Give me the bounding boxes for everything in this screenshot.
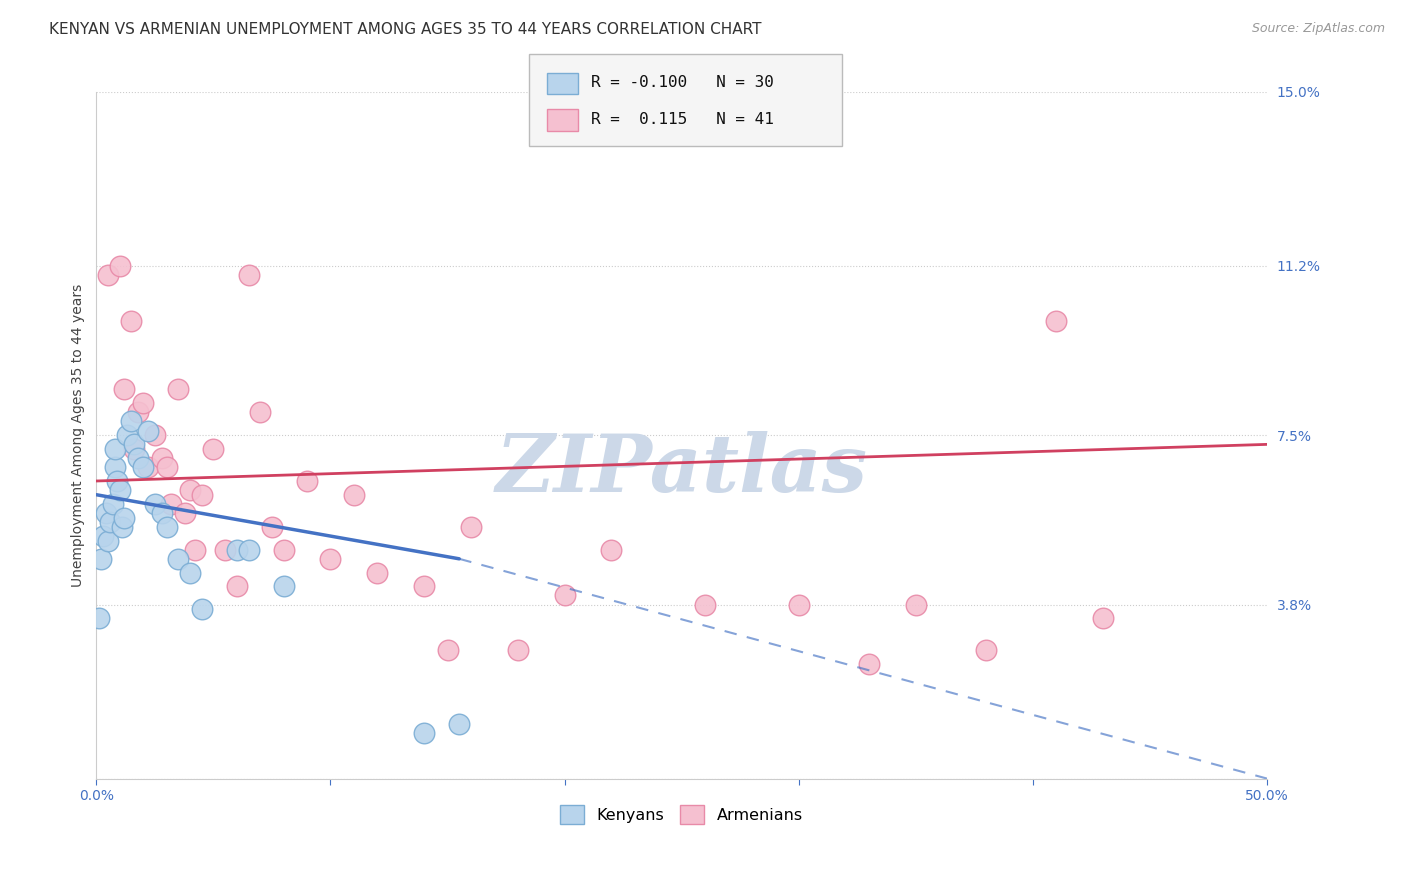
- Point: [87, 611, 110, 625]
- Point: [132, 460, 155, 475]
- Point: [225, 579, 247, 593]
- Point: [122, 437, 145, 451]
- Legend: Kenyans, Armenians: Kenyans, Armenians: [553, 797, 811, 832]
- Point: [1045, 314, 1067, 328]
- Point: [94, 506, 117, 520]
- Point: [121, 314, 143, 328]
- Point: [174, 506, 197, 520]
- Point: [214, 542, 236, 557]
- Point: [460, 520, 482, 534]
- Point: [319, 551, 342, 566]
- Point: [114, 510, 136, 524]
- Point: [122, 442, 145, 456]
- Point: [260, 520, 283, 534]
- Text: KENYAN VS ARMENIAN UNEMPLOYMENT AMONG AGES 35 TO 44 YEARS CORRELATION CHART: KENYAN VS ARMENIAN UNEMPLOYMENT AMONG AG…: [49, 22, 762, 37]
- Point: [693, 598, 716, 612]
- Point: [167, 551, 190, 566]
- Point: [413, 579, 436, 593]
- Point: [97, 268, 120, 282]
- Point: [904, 598, 927, 612]
- Point: [155, 520, 177, 534]
- Point: [436, 643, 458, 657]
- Point: [132, 396, 155, 410]
- Point: [150, 451, 173, 466]
- Point: [150, 506, 173, 520]
- Point: [114, 383, 136, 397]
- Point: [225, 542, 247, 557]
- Point: [93, 529, 115, 543]
- Point: [273, 542, 295, 557]
- Point: [366, 566, 388, 580]
- Point: [108, 259, 131, 273]
- Point: [128, 451, 150, 466]
- Point: [787, 598, 810, 612]
- Point: [600, 542, 623, 557]
- Point: [554, 589, 576, 603]
- Point: [115, 428, 138, 442]
- Point: [190, 488, 212, 502]
- Point: [238, 268, 260, 282]
- Point: [136, 424, 159, 438]
- Point: [179, 483, 201, 497]
- Point: [143, 497, 166, 511]
- Point: [104, 460, 127, 475]
- Point: [136, 460, 159, 475]
- Point: [100, 515, 122, 529]
- Point: [167, 383, 190, 397]
- Point: [858, 657, 880, 672]
- Point: [179, 566, 201, 580]
- Y-axis label: Unemployment Among Ages 35 to 44 years: Unemployment Among Ages 35 to 44 years: [72, 284, 86, 587]
- Point: [449, 716, 471, 731]
- Point: [155, 460, 177, 475]
- Point: [128, 405, 150, 419]
- Point: [295, 474, 318, 488]
- Point: [107, 474, 129, 488]
- Point: [121, 415, 143, 429]
- Point: [506, 643, 529, 657]
- Point: [143, 428, 166, 442]
- Point: [202, 442, 225, 456]
- Point: [190, 602, 212, 616]
- Text: ZIPatlas: ZIPatlas: [495, 431, 868, 508]
- Point: [108, 483, 131, 497]
- Point: [273, 579, 295, 593]
- Point: [111, 520, 134, 534]
- Point: [101, 497, 124, 511]
- Point: [343, 488, 366, 502]
- Point: [90, 551, 112, 566]
- Point: [238, 542, 260, 557]
- Point: [160, 497, 183, 511]
- Text: R = -0.100   N = 30: R = -0.100 N = 30: [591, 75, 773, 90]
- Point: [974, 643, 997, 657]
- Point: [413, 726, 436, 740]
- Point: [104, 442, 127, 456]
- Point: [183, 542, 205, 557]
- Point: [97, 533, 120, 548]
- Point: [249, 405, 271, 419]
- Text: Source: ZipAtlas.com: Source: ZipAtlas.com: [1251, 22, 1385, 36]
- Text: R =  0.115   N = 41: R = 0.115 N = 41: [591, 112, 773, 127]
- Point: [1092, 611, 1115, 625]
